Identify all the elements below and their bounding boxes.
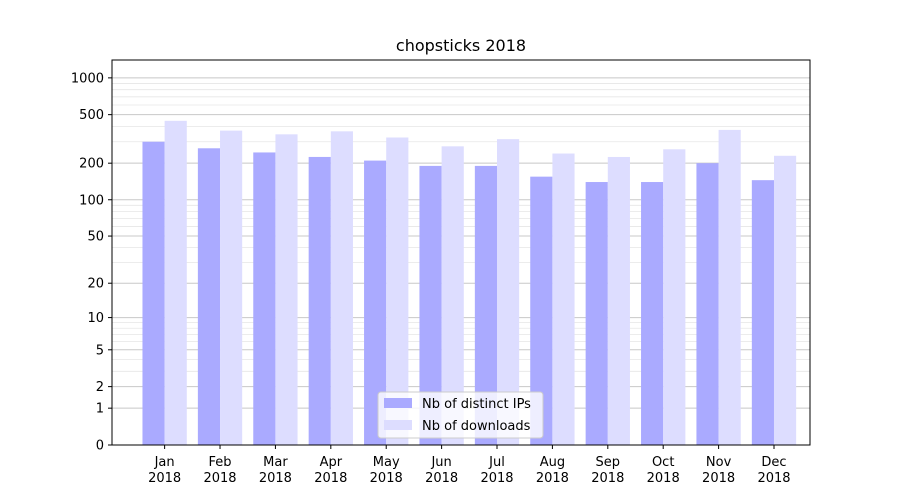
x-tick-label: 2018 — [259, 471, 292, 486]
x-tick-label: Aug — [540, 455, 565, 470]
bar-downloads — [441, 146, 464, 445]
x-tick-label: 2018 — [757, 471, 790, 486]
y-tick-label: 1 — [96, 402, 104, 417]
y-tick-label: 500 — [79, 108, 104, 123]
bar-distinct-ips — [585, 182, 608, 445]
bar-distinct-ips — [308, 156, 331, 445]
legend-label-downloads: Nb of downloads — [422, 419, 531, 434]
plot-frame — [111, 59, 811, 446]
y-tick-label: 1000 — [71, 71, 104, 86]
bar-downloads — [718, 129, 741, 446]
y-tick-label: 0 — [96, 439, 104, 454]
x-tick-label: Jan — [154, 455, 175, 470]
x-tick-label: Apr — [320, 455, 343, 470]
legend-swatch-downloads — [384, 420, 412, 430]
x-tick-label: 2018 — [425, 471, 458, 486]
bar-downloads — [386, 137, 409, 445]
bar-downloads — [330, 131, 353, 445]
bar-downloads — [552, 153, 575, 445]
legend: Nb of distinct IPs Nb of downloads — [377, 391, 544, 439]
bar-downloads — [663, 149, 686, 445]
bar-distinct-ips — [419, 165, 442, 446]
x-tick-label: 2018 — [702, 471, 735, 486]
x-tick-label: Dec — [761, 455, 786, 470]
bar-distinct-ips — [364, 160, 387, 446]
chart-title: chopsticks 2018 — [396, 36, 526, 55]
x-tick-label: 2018 — [370, 471, 403, 486]
x-tick-label: Jun — [430, 455, 451, 470]
y-tick-label: 100 — [79, 193, 104, 208]
bar-downloads — [164, 120, 187, 446]
x-tick-label: Jul — [488, 455, 505, 470]
x-tick-label: 2018 — [480, 471, 513, 486]
bar-downloads — [220, 130, 243, 445]
x-tick-label: 2018 — [536, 471, 569, 486]
bar-downloads — [607, 156, 630, 445]
x-tick-label: Nov — [706, 455, 732, 470]
y-axis: 0 1 2 5 10 20 50 100 200 500 1000 — [71, 71, 112, 454]
x-tick-label: Oct — [652, 455, 674, 470]
x-tick-label: 2018 — [591, 471, 624, 486]
bar-distinct-ips — [696, 163, 719, 445]
y-tick-label: 5 — [96, 343, 104, 358]
legend-box — [377, 391, 544, 439]
x-tick-label: 2018 — [314, 471, 347, 486]
bar-distinct-ips — [530, 176, 553, 445]
bar-downloads — [497, 139, 520, 445]
bar-downloads — [275, 134, 298, 445]
bar-distinct-ips — [751, 180, 774, 446]
bar-distinct-ips — [474, 165, 498, 446]
x-axis: Jan2018Feb2018Mar2018Apr2018May2018Jun20… — [148, 445, 791, 486]
y-tick-label: 20 — [87, 277, 104, 292]
x-tick-label: Mar — [263, 455, 288, 470]
bars — [142, 120, 797, 446]
bar-downloads — [773, 155, 797, 446]
y-tick-label: 200 — [79, 157, 104, 172]
legend-swatch-distinct-ips — [384, 398, 412, 408]
x-tick-label: 2018 — [148, 471, 181, 486]
bar-distinct-ips — [253, 152, 276, 445]
x-tick-label: 2018 — [203, 471, 236, 486]
x-tick-label: Sep — [596, 455, 621, 470]
bar-distinct-ips — [197, 148, 221, 445]
x-tick-label: May — [373, 455, 400, 470]
x-tick-label: Feb — [209, 455, 232, 470]
y-tick-label: 2 — [96, 380, 104, 395]
bar-distinct-ips — [142, 141, 165, 445]
x-tick-label: 2018 — [647, 471, 680, 486]
legend-label-distinct-ips: Nb of distinct IPs — [422, 397, 531, 412]
bar-distinct-ips — [641, 182, 664, 445]
y-tick-label: 50 — [87, 230, 104, 245]
y-tick-label: 10 — [87, 311, 104, 326]
